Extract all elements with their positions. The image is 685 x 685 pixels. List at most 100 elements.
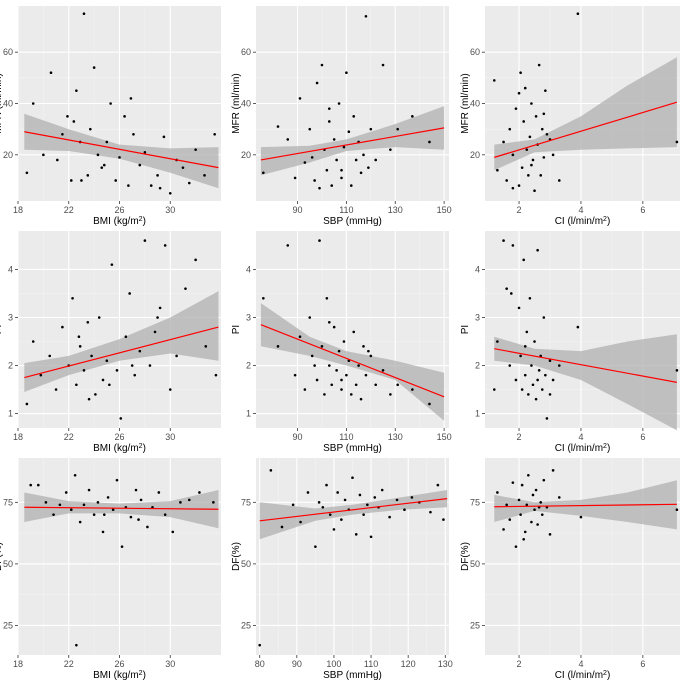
data-point <box>511 186 515 190</box>
data-point <box>675 508 679 512</box>
data-point <box>534 488 538 492</box>
data-point <box>315 81 319 85</box>
data-point <box>522 258 525 262</box>
y-tick-label: 1 <box>246 409 251 419</box>
data-point <box>158 306 162 310</box>
x-axis-title: SBP (mmHg) <box>323 670 382 681</box>
x-tick-label: 18 <box>13 205 23 215</box>
data-point <box>262 171 265 175</box>
data-point <box>198 491 201 494</box>
data-point <box>276 345 280 348</box>
y-axis-title: MFR (ml/min) <box>460 73 471 134</box>
y-axis-title: MFR (ml/min) <box>231 73 242 134</box>
data-point <box>105 359 109 363</box>
data-point <box>138 163 142 167</box>
data-point <box>286 138 290 141</box>
x-axis-title: BMI (kg/m2) <box>93 216 146 228</box>
data-point <box>56 158 59 162</box>
data-point <box>75 383 78 387</box>
y-axis-title: PI <box>460 325 471 334</box>
data-point <box>119 417 123 420</box>
data-point <box>156 174 159 177</box>
data-point <box>520 166 524 169</box>
y-axis-title: DF(%) <box>0 542 4 571</box>
regression-line <box>259 498 448 522</box>
data-point <box>330 383 334 387</box>
data-point <box>134 488 138 492</box>
y-tick-label: 20 <box>470 150 480 160</box>
data-point <box>505 503 508 507</box>
data-point <box>428 402 431 406</box>
data-point <box>536 378 539 382</box>
x-tick-label: 130 <box>388 432 403 442</box>
data-point <box>328 513 332 516</box>
data-point <box>94 393 97 396</box>
data-point <box>39 373 43 377</box>
data-point <box>124 335 128 339</box>
data-point <box>318 186 321 190</box>
data-point <box>280 525 284 529</box>
x-axis-title: CI (l/min/m2) <box>555 443 611 455</box>
data-point <box>511 153 515 157</box>
data-point <box>303 388 307 391</box>
data-point <box>175 354 178 358</box>
data-point <box>389 393 392 396</box>
data-point <box>579 515 583 519</box>
data-point <box>310 354 314 358</box>
x-tick-label: 6 <box>640 205 645 215</box>
data-point <box>442 518 445 521</box>
data-point <box>523 86 527 90</box>
regression-line <box>494 503 677 508</box>
y-tick-label: 60 <box>470 47 480 57</box>
data-point <box>293 373 297 377</box>
chart-panel-mfr-sbp: 90 110 130 150 20 40 60 SBP (mmHg) MFR (ml/min) <box>231 6 452 227</box>
data-point <box>411 388 414 391</box>
y-tick-label: 40 <box>241 99 251 109</box>
data-point <box>540 513 544 516</box>
data-point <box>362 513 365 516</box>
data-point <box>73 473 77 477</box>
y-tick-label: 1 <box>475 409 480 419</box>
data-point <box>539 501 543 504</box>
data-point <box>123 115 126 118</box>
data-point <box>514 545 518 548</box>
x-tick-label: 120 <box>401 659 416 669</box>
data-point <box>359 397 363 401</box>
y-tick-label: 40 <box>3 99 13 109</box>
data-point <box>327 320 331 324</box>
data-point <box>533 508 536 512</box>
data-point <box>429 510 432 514</box>
x-tick-label: 90 <box>293 205 303 215</box>
data-point <box>332 325 336 329</box>
data-point <box>340 388 343 391</box>
data-point <box>148 364 152 367</box>
data-point <box>340 518 343 521</box>
confidence-band <box>494 57 677 171</box>
x-tick-label: 90 <box>293 432 303 442</box>
x-tick-label: 110 <box>339 205 353 215</box>
data-point <box>320 63 324 67</box>
data-point <box>143 239 147 242</box>
data-point <box>536 523 539 526</box>
data-point <box>37 483 40 487</box>
data-point <box>540 127 544 131</box>
data-point <box>411 115 414 118</box>
y-tick-label: 25 <box>470 620 480 630</box>
data-point <box>388 515 391 519</box>
data-point <box>517 306 521 310</box>
y-axis-title: PI <box>0 325 4 334</box>
data-point <box>389 148 392 151</box>
data-point <box>533 340 536 343</box>
data-point <box>358 493 362 497</box>
data-point <box>44 501 48 504</box>
x-axis-title: SBP (mmHg) <box>323 443 382 454</box>
data-point <box>258 643 262 647</box>
x-tick-label: 22 <box>64 659 74 669</box>
data-point <box>345 71 348 75</box>
data-point <box>327 107 331 110</box>
x-tick-label: 2 <box>517 659 522 669</box>
x-tick-label: 2 <box>517 205 522 215</box>
data-point <box>519 354 522 358</box>
data-point <box>325 483 328 487</box>
